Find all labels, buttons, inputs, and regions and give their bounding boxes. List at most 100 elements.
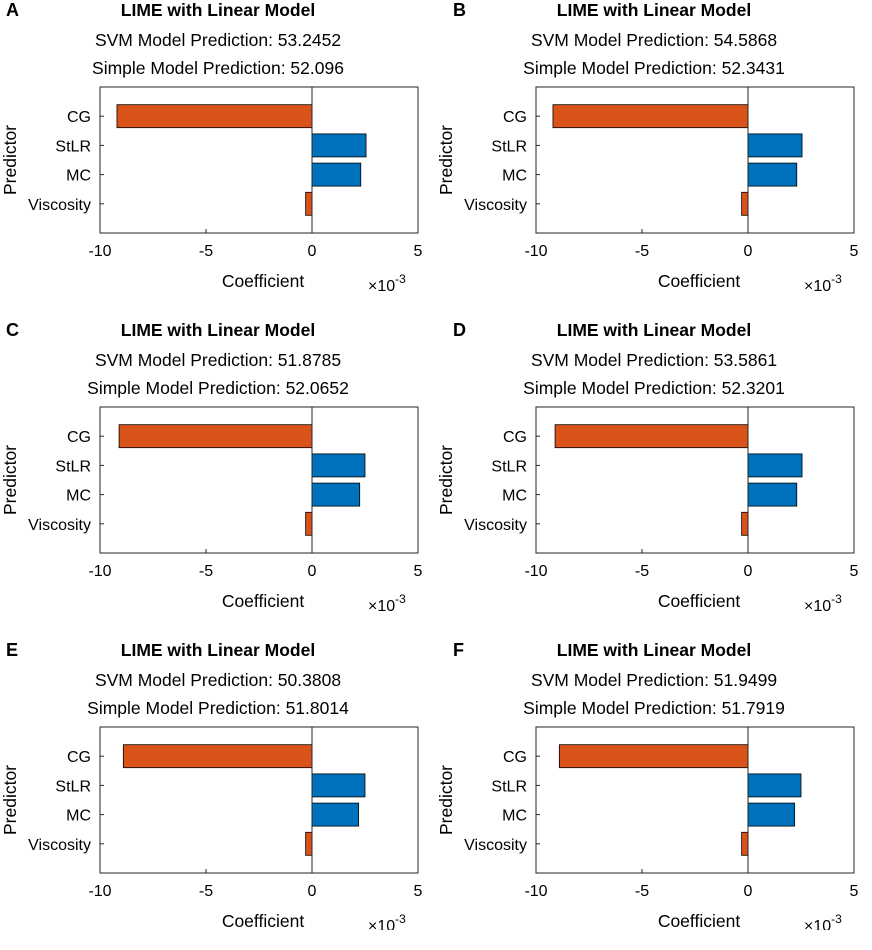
plot-area-border bbox=[99, 86, 419, 234]
bar-stlr bbox=[311, 773, 366, 798]
y-axis-label: Predictor bbox=[436, 445, 456, 515]
x-axis-exponent: ×10-3 bbox=[368, 592, 406, 615]
y-axis-label: Predictor bbox=[0, 765, 20, 835]
y-tick-label: MC bbox=[502, 488, 527, 505]
x-tick-label: 5 bbox=[414, 563, 423, 580]
x-tick-label: -10 bbox=[524, 883, 547, 900]
y-tick-label: StLR bbox=[491, 138, 527, 155]
bar-viscosity bbox=[305, 511, 313, 536]
bar-cg bbox=[554, 424, 749, 449]
bar-cg bbox=[122, 744, 313, 769]
x-axis-label: Coefficient bbox=[658, 911, 741, 930]
y-axis-label: Predictor bbox=[0, 445, 20, 515]
chart-title: LIME with Linear Model bbox=[120, 320, 316, 340]
bar-stlr bbox=[747, 773, 802, 798]
chart-panel-a: A LIME with Linear Model SVM Model Predi… bbox=[0, 0, 436, 310]
x-tick-label: -10 bbox=[88, 243, 111, 260]
chart-title: LIME with Linear Model bbox=[556, 320, 752, 340]
chart-panel-e: E LIME with Linear Model SVM Model Predi… bbox=[0, 640, 436, 950]
panel-label: B bbox=[453, 0, 466, 20]
x-axis-label: Coefficient bbox=[222, 271, 305, 291]
x-axis-label: Coefficient bbox=[658, 591, 741, 611]
x-tick-label: -5 bbox=[635, 563, 649, 580]
y-axis-label: Predictor bbox=[436, 125, 456, 195]
y-tick-label: Viscosity bbox=[28, 197, 91, 214]
plot-area-border bbox=[535, 406, 855, 554]
y-tick-label: Viscosity bbox=[464, 517, 527, 534]
x-axis-label: Coefficient bbox=[222, 591, 305, 611]
bar-mc bbox=[311, 162, 362, 187]
chart-subtitle-simple: Simple Model Prediction: 52.0652 bbox=[87, 378, 349, 398]
x-tick-label: 5 bbox=[850, 243, 859, 260]
x-tick-label: 0 bbox=[308, 563, 317, 580]
y-tick-label: StLR bbox=[491, 778, 527, 795]
x-tick-label: 0 bbox=[744, 883, 753, 900]
bar-stlr bbox=[747, 453, 803, 478]
chart-subtitle-svm: SVM Model Prediction: 53.5861 bbox=[530, 350, 778, 370]
panel-label: D bbox=[453, 320, 466, 340]
bar-stlr bbox=[311, 453, 366, 478]
x-axis-exponent: ×10-3 bbox=[804, 912, 842, 930]
y-tick-label: StLR bbox=[55, 458, 91, 475]
bar-chart: CG StLR MC Viscosity -10 -5 0 5 Coefficient Predi… bbox=[436, 726, 859, 930]
x-tick-label: 5 bbox=[850, 883, 859, 900]
chart-panel-c: C LIME with Linear Model SVM Model Predi… bbox=[0, 320, 436, 630]
y-tick-label: Viscosity bbox=[28, 517, 91, 534]
x-tick-label: -5 bbox=[199, 563, 213, 580]
chart-subtitle-svm: SVM Model Prediction: 51.8785 bbox=[94, 350, 342, 370]
plot-area-border bbox=[99, 726, 419, 874]
bar-mc bbox=[747, 482, 798, 507]
x-tick-label: 5 bbox=[414, 243, 423, 260]
y-tick-label: CG bbox=[67, 749, 91, 766]
panel-label: C bbox=[6, 320, 19, 340]
x-tick-label: 0 bbox=[308, 243, 317, 260]
y-tick-label: CG bbox=[503, 749, 527, 766]
x-axis-label: Coefficient bbox=[222, 911, 305, 930]
bar-viscosity bbox=[305, 831, 313, 856]
chart-panel-d: D LIME with Linear Model SVM Model Predi… bbox=[436, 320, 872, 630]
chart-subtitle-svm: SVM Model Prediction: 54.5868 bbox=[530, 30, 778, 50]
chart-subtitle-simple: Simple Model Prediction: 52.3201 bbox=[523, 378, 785, 398]
bar-stlr bbox=[311, 133, 367, 158]
chart-subtitle-svm: SVM Model Prediction: 53.2452 bbox=[94, 30, 342, 50]
panel-label: A bbox=[6, 0, 19, 20]
x-tick-label: -10 bbox=[524, 563, 547, 580]
bar-mc bbox=[311, 482, 361, 507]
chart-subtitle-svm: SVM Model Prediction: 51.9499 bbox=[530, 670, 778, 690]
x-tick-label: 0 bbox=[308, 883, 317, 900]
chart-title: LIME with Linear Model bbox=[556, 0, 752, 20]
y-tick-label: Viscosity bbox=[464, 197, 527, 214]
x-axis-exponent: ×10-3 bbox=[368, 272, 406, 295]
chart-subtitle-simple: Simple Model Prediction: 51.8014 bbox=[87, 698, 349, 718]
bar-mc bbox=[747, 162, 798, 187]
x-axis-exponent: ×10-3 bbox=[368, 912, 406, 930]
y-tick-label: StLR bbox=[55, 778, 91, 795]
y-tick-label: CG bbox=[67, 109, 91, 126]
bar-viscosity bbox=[305, 191, 313, 216]
y-axis-label: Predictor bbox=[0, 125, 20, 195]
x-tick-label: -10 bbox=[88, 883, 111, 900]
bar-cg bbox=[116, 104, 313, 129]
x-tick-label: 0 bbox=[744, 243, 753, 260]
bar-viscosity bbox=[741, 831, 749, 856]
bar-viscosity bbox=[741, 511, 749, 536]
bar-cg bbox=[118, 424, 313, 449]
panel-label: E bbox=[6, 640, 19, 660]
bar-chart: CG StLR MC Viscosity -10 -5 0 5 Coefficient Predi… bbox=[436, 86, 859, 295]
y-tick-label: MC bbox=[66, 808, 91, 825]
x-tick-label: -10 bbox=[88, 563, 111, 580]
bar-chart: CG StLR MC Viscosity -10 -5 0 5 Coefficient Predi… bbox=[0, 86, 423, 295]
chart-panel-f: F LIME with Linear Model SVM Model Predi… bbox=[436, 640, 872, 950]
y-tick-label: MC bbox=[66, 488, 91, 505]
x-tick-label: -5 bbox=[635, 883, 649, 900]
x-axis-exponent: ×10-3 bbox=[804, 272, 842, 295]
bar-chart: CG StLR MC Viscosity -10 -5 0 5 Coefficient Predi… bbox=[0, 406, 423, 615]
chart-subtitle-simple: Simple Model Prediction: 52.3431 bbox=[523, 58, 785, 78]
y-tick-label: Viscosity bbox=[28, 837, 91, 854]
plot-area-border bbox=[535, 726, 855, 874]
x-tick-label: 0 bbox=[744, 563, 753, 580]
plot-area-border bbox=[99, 406, 419, 554]
bar-stlr bbox=[747, 133, 803, 158]
y-tick-label: Viscosity bbox=[464, 837, 527, 854]
x-tick-label: -5 bbox=[635, 243, 649, 260]
